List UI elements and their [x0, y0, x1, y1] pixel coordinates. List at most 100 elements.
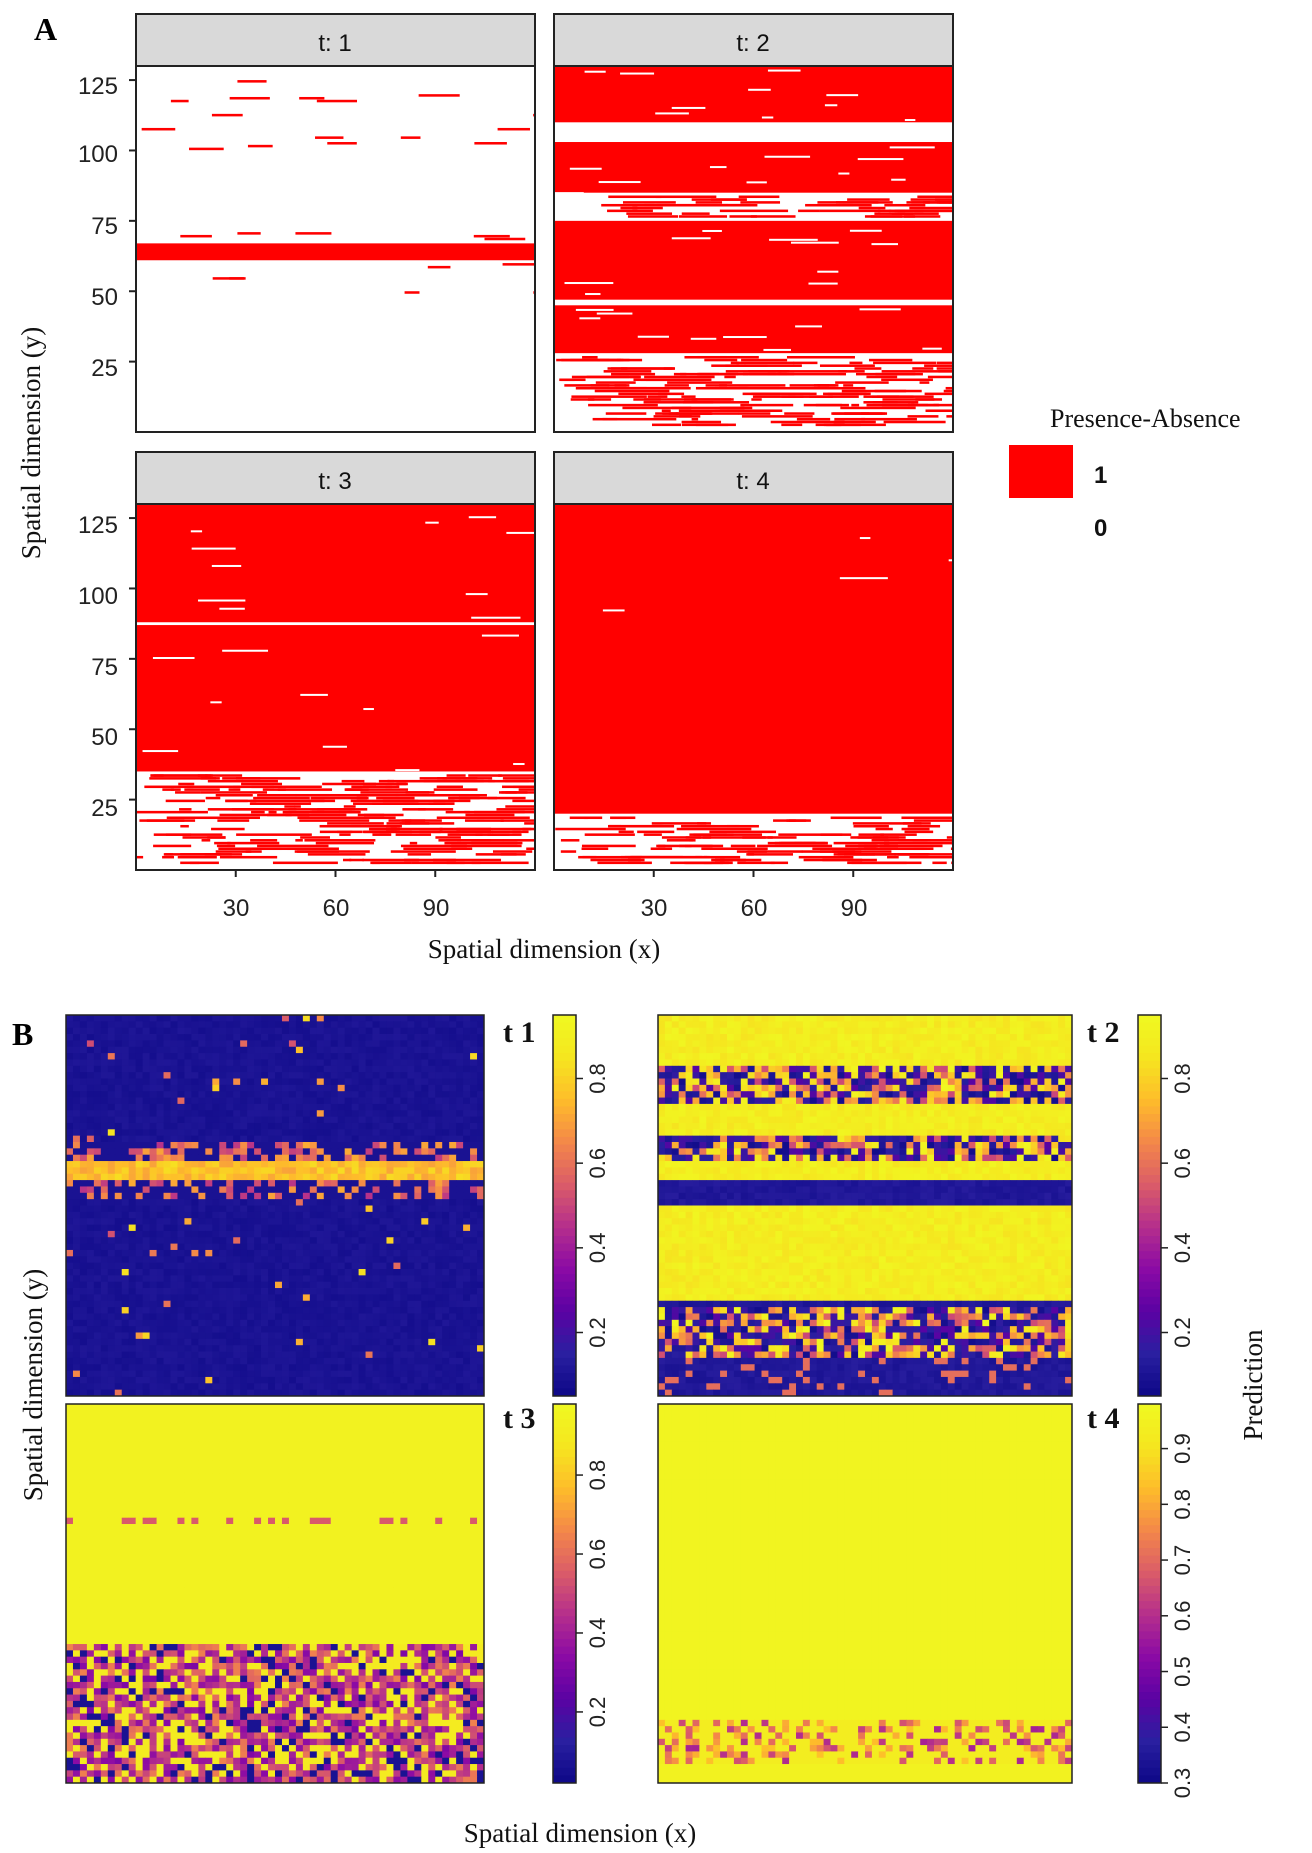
prediction-cell — [309, 1199, 318, 1206]
prediction-cell — [463, 1357, 471, 1365]
prediction-cell — [198, 1173, 206, 1181]
prediction-cell — [892, 1040, 900, 1048]
prediction-cell — [386, 1205, 394, 1213]
prediction-cell — [268, 1065, 276, 1073]
prediction-cell — [295, 1186, 304, 1194]
prediction-cell — [240, 1256, 248, 1264]
prediction-cell — [163, 1249, 171, 1257]
prediction-cell — [449, 1389, 457, 1397]
prediction-cell — [372, 1332, 380, 1340]
prediction-cell — [177, 1224, 185, 1232]
presence-cell — [678, 378, 712, 382]
prediction-cell — [871, 1021, 880, 1029]
presence-cell — [626, 212, 673, 215]
prediction-cell — [275, 1040, 283, 1048]
presence-cell — [180, 234, 212, 238]
prediction-cell — [421, 1370, 429, 1378]
prediction-cell — [288, 1065, 297, 1073]
prediction-cell — [247, 1288, 255, 1295]
prediction-cell — [309, 1211, 318, 1219]
prediction-cell — [747, 1053, 755, 1060]
prediction-cell — [79, 1269, 88, 1276]
prediction-cell — [114, 1319, 123, 1327]
prediction-cell — [100, 1262, 109, 1270]
prediction-cell — [442, 1053, 450, 1060]
prediction-cell — [128, 1129, 137, 1137]
prediction-cell — [79, 1338, 88, 1346]
prediction-cell — [407, 1142, 415, 1149]
prediction-cell — [782, 1015, 790, 1022]
prediction-cell — [233, 1326, 241, 1333]
prediction-cell — [477, 1211, 485, 1219]
prediction-cell — [456, 1034, 464, 1041]
prediction-cell — [268, 1186, 276, 1194]
prediction-cell — [449, 1351, 457, 1359]
prediction-cell — [927, 1072, 935, 1079]
presence-cell — [924, 364, 953, 367]
presence-cell — [786, 355, 855, 359]
prediction-cell — [727, 1034, 735, 1041]
presence-cell — [211, 827, 245, 831]
presence-cell — [618, 830, 634, 834]
prediction-cell — [66, 1091, 74, 1098]
prediction-cell — [442, 1351, 450, 1359]
prediction-cell — [156, 1199, 164, 1206]
prediction-cell — [1065, 1053, 1073, 1060]
presence-cell — [319, 824, 361, 828]
prediction-cell — [414, 1103, 422, 1111]
prediction-cell — [135, 1243, 144, 1251]
prediction-cell — [309, 1027, 318, 1035]
presence-cell — [691, 417, 699, 421]
prediction-cell — [219, 1294, 227, 1302]
prediction-cell — [1023, 1053, 1031, 1060]
prediction-cell — [226, 1192, 234, 1200]
prediction-cell — [142, 1192, 150, 1200]
prediction-cell — [149, 1205, 157, 1213]
prediction-cell — [66, 1072, 74, 1079]
prediction-cell — [128, 1383, 137, 1391]
prediction-cell — [198, 1040, 206, 1048]
prediction-cell — [66, 1376, 74, 1384]
prediction-cell — [198, 1262, 206, 1270]
prediction-cell — [477, 1307, 485, 1314]
prediction-cell — [114, 1091, 123, 1098]
prediction-cell — [414, 1376, 422, 1384]
prediction-cell — [86, 1046, 95, 1054]
prediction-cell — [782, 1034, 790, 1041]
prediction-cell — [477, 1326, 485, 1333]
presence-cell — [395, 833, 432, 836]
presence-cell — [363, 782, 407, 786]
prediction-cell — [309, 1110, 318, 1117]
prediction-cell — [351, 1110, 359, 1117]
prediction-cell — [240, 1351, 248, 1359]
prediction-cell — [156, 1167, 164, 1175]
prediction-cell — [149, 1383, 157, 1391]
prediction-cell — [435, 1097, 443, 1105]
prediction-cell — [414, 1351, 422, 1359]
prediction-cell — [685, 1059, 693, 1067]
prediction-cell — [435, 1275, 443, 1283]
prediction-cell — [796, 1059, 804, 1067]
prediction-cell — [1016, 1040, 1025, 1048]
prediction-cell — [775, 1078, 783, 1086]
prediction-cell — [316, 1269, 325, 1276]
prediction-cell — [66, 1332, 74, 1340]
prediction-cell — [170, 1224, 178, 1232]
prediction-cell — [142, 1307, 150, 1314]
prediction-cell — [400, 1351, 408, 1359]
prediction-cell — [400, 1370, 408, 1378]
presence-cell — [730, 844, 756, 848]
prediction-cell — [205, 1084, 213, 1092]
prediction-cell — [309, 1148, 318, 1156]
prediction-cell — [170, 1173, 178, 1181]
prediction-cell — [261, 1230, 269, 1238]
prediction-cell — [107, 1294, 116, 1302]
prediction-cell — [302, 1072, 311, 1079]
prediction-cell — [428, 1167, 436, 1175]
prediction-cell — [72, 1065, 81, 1073]
prediction-cell — [421, 1256, 429, 1264]
prediction-cell — [463, 1345, 471, 1352]
prediction-cell — [149, 1230, 157, 1238]
prediction-cell — [247, 1389, 255, 1397]
prediction-cell — [727, 1072, 735, 1079]
